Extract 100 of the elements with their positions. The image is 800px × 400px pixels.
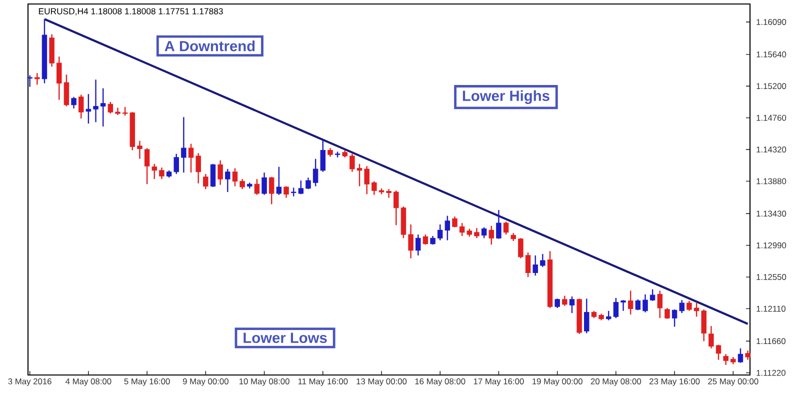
- candlestick: [350, 153, 355, 172]
- candlestick: [320, 140, 326, 172]
- candlestick: [701, 308, 706, 342]
- candlestick: [203, 173, 208, 190]
- candlestick: [100, 88, 106, 128]
- candlestick: [27, 74, 32, 88]
- annotation: Lower Highs: [462, 90, 550, 104]
- candlestick: [86, 93, 92, 124]
- candlestick: [518, 238, 524, 259]
- candlestick: [408, 224, 414, 259]
- candlestick: [422, 234, 428, 246]
- x-tick-label: 10 May 08:00: [239, 378, 290, 386]
- candlestick: [496, 209, 502, 240]
- candlestick: [152, 163, 157, 180]
- candlestick: [276, 166, 282, 196]
- candlestick: [650, 288, 656, 302]
- annotation: A Downtrend: [164, 40, 255, 52]
- y-tick-label: 1.14320: [756, 146, 786, 152]
- y-tick-label: 1.14760: [756, 114, 786, 121]
- candlestick: [474, 227, 480, 239]
- annotation: Lower Lows: [244, 332, 327, 344]
- x-tick-label: 13 May 00:00: [356, 378, 407, 386]
- x-tick-label: 4 May 08:00: [66, 378, 112, 386]
- candlestick: [723, 354, 728, 366]
- candlestick: [34, 72, 40, 86]
- y-tick-label: 1.15640: [756, 51, 786, 58]
- candlestick: [738, 348, 744, 364]
- candlestick: [364, 165, 370, 195]
- candlestick: [444, 215, 450, 241]
- y-tick-label: 1.13880: [756, 178, 786, 184]
- candlestick: [437, 224, 443, 241]
- candlestick: [525, 252, 531, 278]
- x-tick-label: 25 May 00:00: [708, 378, 758, 386]
- x-tick-label: 11 May 16:00: [298, 378, 348, 386]
- candlestick: [664, 307, 670, 320]
- candlestick: [394, 190, 399, 226]
- candlestick: [240, 178, 245, 190]
- candlestick: [108, 101, 114, 114]
- candlestick: [159, 166, 164, 180]
- candlestick: [584, 298, 590, 334]
- candlestick: [694, 302, 700, 318]
- candlestick: [210, 163, 216, 188]
- candlestick: [93, 79, 98, 123]
- candlestick: [137, 140, 142, 160]
- y-tick-label: 1.12110: [756, 306, 786, 312]
- candlestick: [268, 176, 274, 205]
- candlestick: [144, 147, 150, 185]
- candlestick: [672, 308, 678, 328]
- x-tick-label: 17 May 16:00: [474, 378, 524, 386]
- x-tick-label: 16 May 08:00: [415, 378, 466, 386]
- candlestick: [569, 296, 575, 314]
- candlestick: [174, 153, 179, 175]
- y-tick-label: 1.11660: [756, 338, 786, 344]
- candlestick: [620, 299, 626, 312]
- chart-title: EURUSD,H4 1.18008 1.18008 1.17751 1.17883: [38, 8, 223, 16]
- y-tick-label: 1.15200: [756, 83, 786, 90]
- x-tick-label: 19 May 00:00: [532, 378, 582, 386]
- candlestick: [306, 177, 311, 190]
- candlestick: [64, 74, 70, 107]
- candlestick: [540, 253, 546, 268]
- candlestick: [386, 188, 392, 198]
- candlestick: [716, 344, 722, 360]
- candlestick: [488, 225, 494, 246]
- candlestick: [218, 160, 223, 186]
- candlestick: [225, 168, 230, 193]
- candlestick: [312, 158, 318, 187]
- candlestick: [745, 350, 750, 360]
- candlestick: [562, 295, 568, 306]
- candlestick: [642, 294, 648, 313]
- x-tick-label: 5 May 16:00: [124, 378, 170, 386]
- candlestick: [532, 254, 538, 276]
- candlestick: [181, 116, 186, 174]
- candlestick: [452, 216, 458, 228]
- candlestick: [56, 56, 62, 100]
- x-tick-label: 23 May 16:00: [650, 378, 700, 386]
- candlestick: [254, 178, 260, 196]
- y-tick-label: 1.12990: [756, 242, 786, 248]
- candlestick: [232, 168, 238, 187]
- candlestick: [372, 180, 377, 196]
- candlestick: [554, 298, 560, 309]
- candlestick: [188, 143, 194, 174]
- candlestick: [657, 290, 663, 319]
- candlestick: [416, 234, 421, 256]
- candlestick: [708, 325, 714, 349]
- candlestick: [679, 299, 684, 314]
- candlestick: [686, 300, 692, 312]
- candlestick: [196, 152, 201, 184]
- candlestick: [628, 290, 634, 316]
- candlestick: [78, 94, 84, 120]
- candlestick: [481, 226, 487, 239]
- x-tick-label: 9 May 00:00: [182, 378, 228, 386]
- x-tick-label: 20 May 08:00: [590, 378, 642, 386]
- y-tick-label: 1.11220: [756, 370, 786, 376]
- x-tick-label: 3 May 2016: [8, 378, 52, 386]
- y-tick-label: 1.16090: [756, 19, 786, 25]
- candlestick: [262, 172, 267, 196]
- candlestick: [356, 163, 362, 187]
- candlestick: [606, 310, 612, 321]
- y-tick-label: 1.12550: [756, 274, 786, 280]
- candlestick: [503, 220, 509, 236]
